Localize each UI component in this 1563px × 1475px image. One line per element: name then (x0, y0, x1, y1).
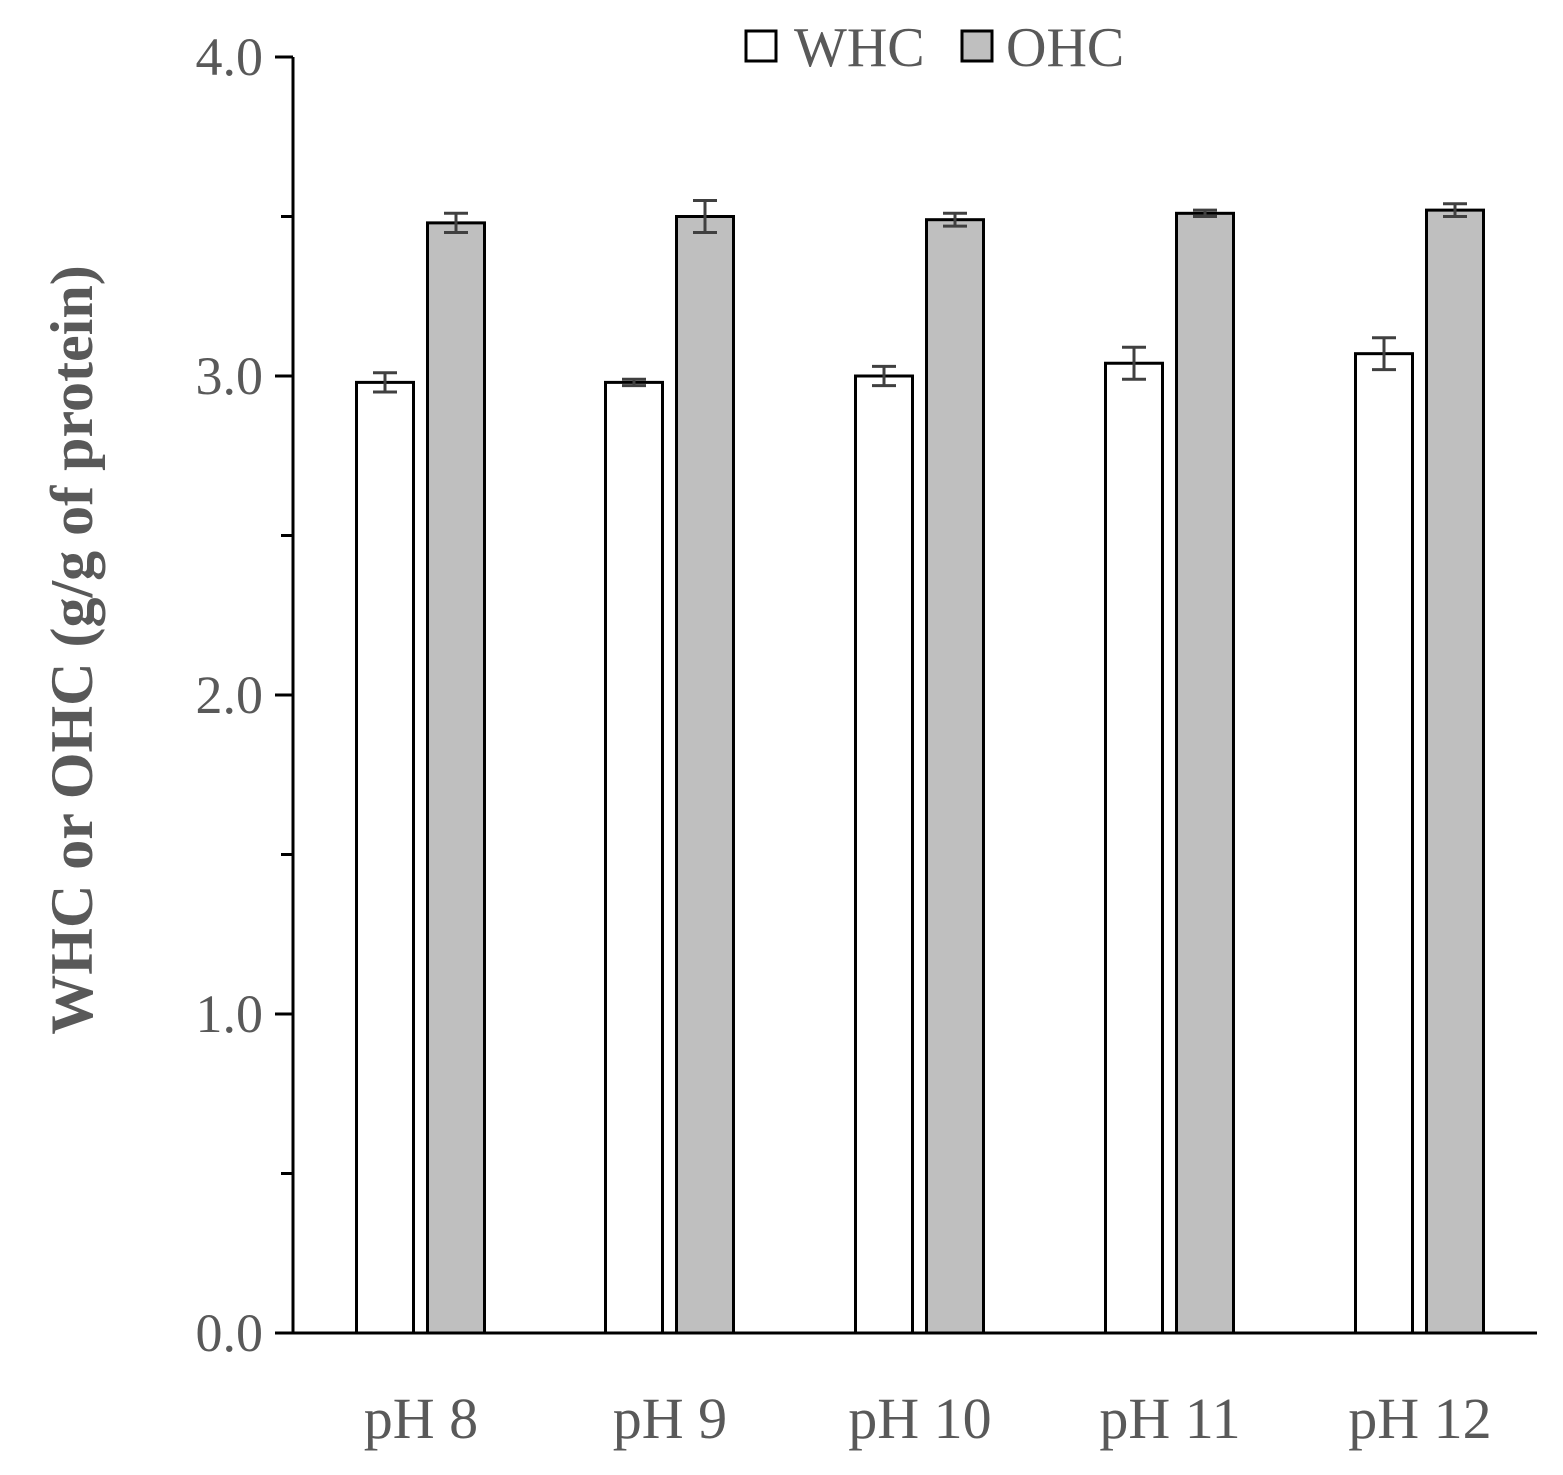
legend: WHC OHC (744, 17, 1124, 79)
legend-swatch (960, 29, 994, 63)
legend-label: OHC (1006, 17, 1124, 79)
y-tick-label: 0.0 (196, 1303, 264, 1363)
x-category-label: pH 9 (613, 1386, 727, 1451)
error-bar-whc-ph-8 (373, 371, 397, 394)
error-bar-ohc-ph-12 (1443, 202, 1467, 218)
bar-whc-ph-10 (854, 374, 914, 1335)
bar-ohc-ph-12 (1425, 208, 1485, 1335)
y-tick-label: 3.0 (196, 346, 264, 406)
legend-label: WHC (794, 17, 925, 79)
y-axis-title-group: WHC or OHC (g/g of protein) (39, 265, 105, 1034)
y-tick-label: 2.0 (196, 665, 264, 725)
error-bar-ohc-ph-8 (444, 211, 468, 234)
error-bar-ohc-ph-11 (1193, 208, 1217, 218)
bar-ohc-ph-8 (426, 221, 486, 1335)
axes-layer (291, 57, 1537, 1335)
y-ticks-layer: 0.0 1.0 2.0 3.0 4.0 (196, 27, 293, 1363)
bar-whc-ph-12 (1354, 352, 1414, 1335)
y-axis-title: WHC or OHC (g/g of protein) (39, 265, 105, 1034)
error-bars-layer (373, 199, 1467, 394)
error-bar-whc-ph-9 (622, 377, 646, 388)
bar-whc-ph-8 (355, 380, 415, 1335)
error-bar-ohc-ph-9 (693, 199, 717, 234)
bar-whc-ph-11 (1104, 361, 1164, 1335)
y-tick-label: 4.0 (196, 27, 264, 87)
bar-ohc-ph-9 (675, 215, 735, 1335)
error-bar-whc-ph-11 (1122, 345, 1146, 381)
bar-ohc-ph-10 (925, 218, 985, 1335)
legend-swatch (744, 29, 778, 63)
x-category-label: pH 12 (1348, 1386, 1491, 1451)
category-labels-layer: pH 8 pH 9 pH 10 pH 11 pH 12 (364, 1386, 1492, 1451)
error-bar-whc-ph-12 (1372, 336, 1396, 372)
bars-layer (355, 208, 1485, 1335)
y-tick-label: 1.0 (196, 984, 264, 1044)
x-category-label: pH 8 (364, 1386, 478, 1451)
bar-whc-ph-9 (604, 380, 664, 1335)
error-bar-ohc-ph-10 (943, 211, 967, 228)
legend-item-whc: WHC (744, 17, 925, 79)
x-category-label: pH 10 (848, 1386, 991, 1451)
error-bar-whc-ph-10 (872, 364, 896, 388)
bar-ohc-ph-11 (1175, 211, 1235, 1335)
x-category-label: pH 11 (1099, 1386, 1240, 1451)
legend-item-ohc: OHC (960, 17, 1124, 79)
